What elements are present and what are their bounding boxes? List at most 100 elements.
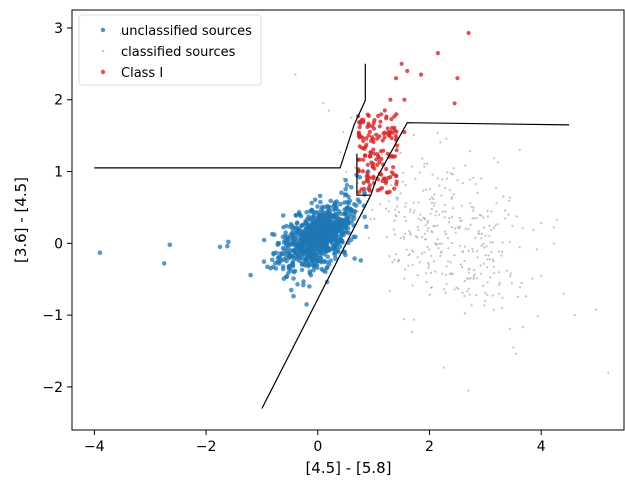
classified-point [395, 197, 398, 200]
classified-point [452, 207, 455, 210]
classified-point [486, 281, 489, 284]
classified-point [419, 219, 423, 222]
unclassified-point [293, 213, 299, 218]
classified-point [424, 238, 427, 241]
classified-point [402, 171, 405, 174]
classified-point [468, 293, 471, 296]
classified-point [501, 241, 504, 244]
unclassified-point [318, 240, 324, 246]
class-i-point [455, 76, 460, 81]
unclassified-point [299, 261, 305, 267]
unclassified-point [301, 279, 306, 284]
axis-ticks: −4 −2 0 2 4 −2 −1 0 1 2 3 [42, 21, 545, 455]
class-i-point [382, 130, 387, 135]
unclassified-point [342, 200, 347, 205]
class-i-point [370, 124, 375, 129]
classified-point [466, 290, 469, 293]
classified-point [369, 217, 372, 221]
classified-point [367, 236, 370, 240]
classified-point [428, 293, 431, 296]
classified-point [441, 178, 444, 181]
y-tick-label: 2 [54, 93, 63, 109]
classified-point [490, 210, 493, 213]
classified-point [445, 137, 448, 140]
classified-point [339, 151, 342, 154]
classified-point [540, 222, 543, 225]
classified-point [477, 232, 480, 235]
classified-point [404, 232, 407, 235]
unclassified-point [298, 223, 304, 229]
classified-point [421, 235, 424, 239]
unclassified-point [316, 236, 322, 242]
classified-point [440, 250, 443, 253]
class-i-point [376, 113, 381, 118]
class-i-point [374, 157, 379, 162]
unclassified-point [333, 229, 339, 235]
unclassified-point [307, 284, 312, 289]
unclassified-point [280, 266, 286, 272]
classified-point [469, 277, 472, 280]
unclassified-point [311, 241, 316, 246]
classified-point [482, 242, 485, 246]
classified-point [418, 261, 421, 264]
class-i-point [374, 132, 379, 137]
classified-point [467, 249, 470, 252]
classified-point [433, 193, 436, 196]
classified-point [495, 202, 498, 205]
classified-point [416, 225, 419, 228]
unclassified-point [301, 282, 306, 288]
unclassified-point [325, 212, 330, 218]
classified-point [521, 325, 524, 329]
classified-point [492, 260, 495, 263]
classified-point [423, 162, 426, 165]
classified-point [430, 201, 434, 204]
classified-point [463, 294, 466, 298]
classified-point [461, 291, 464, 294]
classified-point [448, 189, 451, 192]
class-i-point [379, 172, 384, 177]
x-tick-label: −4 [84, 439, 105, 455]
classified-point [532, 228, 535, 232]
classified-point [471, 217, 474, 220]
class-i-point [357, 190, 362, 195]
classified-point [435, 210, 438, 213]
classified-point [472, 176, 475, 179]
unclassified-point [319, 266, 325, 272]
classified-point [439, 254, 442, 258]
unclassified-point [161, 261, 167, 266]
unclassified-point [320, 222, 325, 227]
unclassified-point [333, 215, 339, 221]
classified-point [450, 197, 453, 200]
classified-point [473, 273, 476, 276]
class-i-point [389, 117, 394, 122]
unclassified-point [297, 255, 303, 260]
unclassified-point [321, 225, 326, 231]
classified-point [422, 189, 425, 192]
unclassified-point [317, 193, 323, 199]
classified-point [327, 109, 330, 112]
unclassified-point [318, 212, 324, 217]
classified-point [390, 184, 393, 187]
classified-point [469, 223, 472, 226]
classified-point [350, 116, 353, 119]
class-i-point [389, 136, 394, 141]
classified-point [426, 222, 429, 225]
classified-point [484, 299, 487, 302]
unclassified-point [295, 220, 300, 226]
classified-point [508, 199, 511, 202]
classified-point [488, 234, 491, 237]
class-i-point [361, 180, 366, 185]
classified-point [412, 211, 415, 214]
classified-point [437, 247, 440, 250]
classified-point [488, 258, 492, 261]
unclassified-point [97, 250, 103, 255]
class-i-point [382, 135, 387, 140]
classified-point [472, 206, 475, 209]
class-i-point [375, 162, 380, 167]
classified-point [467, 228, 470, 231]
classified-point [475, 250, 479, 253]
class-i-point [392, 154, 398, 159]
unclassified-point [269, 231, 275, 237]
unclassified-point [343, 228, 349, 233]
classified-point [427, 226, 430, 230]
